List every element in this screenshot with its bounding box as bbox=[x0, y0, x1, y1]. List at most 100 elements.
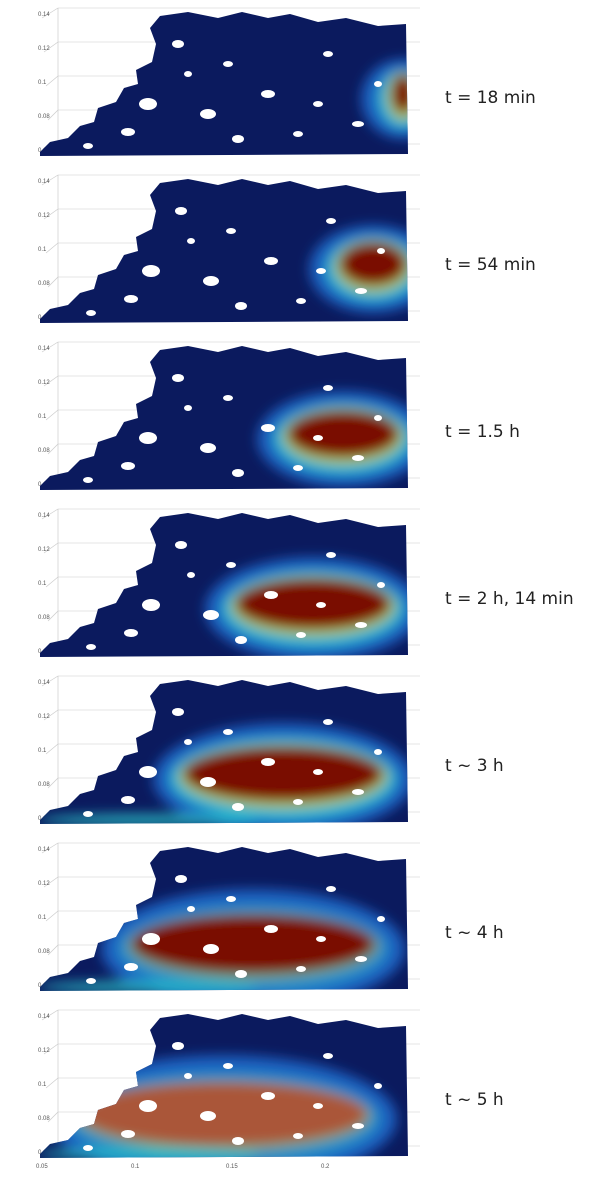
x-tick-label: 0.15 bbox=[226, 1164, 238, 1170]
pore bbox=[83, 1145, 93, 1151]
pore bbox=[139, 1100, 157, 1112]
pore bbox=[124, 629, 138, 637]
pore bbox=[142, 265, 160, 277]
y-tick-label: 0.14 bbox=[38, 1014, 50, 1020]
field-blur bbox=[205, 557, 421, 661]
pore bbox=[355, 288, 367, 294]
y-tick-label: 0.12 bbox=[38, 1048, 50, 1054]
pore bbox=[223, 729, 233, 735]
pore bbox=[226, 896, 236, 902]
pore bbox=[323, 385, 333, 391]
pore bbox=[261, 90, 275, 98]
pore bbox=[184, 739, 192, 745]
field-blur bbox=[257, 391, 429, 487]
y-tick-label: 0.14 bbox=[38, 847, 50, 853]
field-blur bbox=[309, 225, 437, 313]
pore bbox=[316, 936, 326, 942]
pore bbox=[374, 81, 382, 87]
y-tick-label: 0.14 bbox=[38, 680, 50, 686]
pore bbox=[316, 602, 326, 608]
pore bbox=[355, 956, 367, 962]
red bbox=[391, 74, 415, 114]
pore bbox=[232, 1137, 244, 1145]
base-band bbox=[38, 1148, 258, 1160]
pore bbox=[352, 789, 364, 795]
box-line bbox=[46, 744, 58, 754]
field bbox=[257, 391, 429, 487]
pore bbox=[187, 572, 195, 578]
field bbox=[38, 1055, 397, 1183]
field-blur bbox=[38, 889, 405, 1009]
pore bbox=[326, 886, 336, 892]
pore bbox=[175, 541, 187, 549]
field bbox=[309, 225, 437, 313]
box-line bbox=[46, 243, 58, 253]
field bbox=[38, 723, 413, 835]
pore bbox=[323, 1053, 333, 1059]
box-line bbox=[46, 76, 58, 86]
pore bbox=[139, 432, 157, 444]
y-tick-label: 0.12 bbox=[38, 881, 50, 887]
pore bbox=[261, 1092, 275, 1100]
pore bbox=[200, 1111, 216, 1121]
field-blur bbox=[361, 59, 445, 139]
panel: 0.140.120.10.080.10t = 18 min bbox=[38, 8, 536, 156]
y-tick-label: 0.12 bbox=[38, 547, 50, 553]
red bbox=[339, 242, 407, 286]
box-line bbox=[46, 911, 58, 921]
pore bbox=[377, 582, 385, 588]
pore bbox=[296, 966, 306, 972]
pore bbox=[121, 1130, 135, 1138]
pore bbox=[172, 1042, 184, 1050]
pore bbox=[352, 121, 364, 127]
pore bbox=[235, 636, 247, 644]
pore bbox=[121, 462, 135, 470]
pore bbox=[83, 143, 93, 149]
pore bbox=[323, 51, 333, 57]
pore bbox=[184, 1073, 192, 1079]
pore bbox=[200, 777, 216, 787]
pore bbox=[326, 552, 336, 558]
pore bbox=[313, 101, 323, 107]
y-tick-label: 0.12 bbox=[38, 46, 50, 52]
pore bbox=[352, 455, 364, 461]
time-label: t = 18 min bbox=[445, 88, 536, 108]
panel: 0.140.120.10.080.10t = 1.5 h bbox=[38, 342, 520, 490]
pore bbox=[187, 238, 195, 244]
pore bbox=[86, 644, 96, 650]
pore bbox=[200, 443, 216, 453]
pore bbox=[175, 207, 187, 215]
y-tick-label: 0.12 bbox=[38, 380, 50, 386]
pore bbox=[124, 963, 138, 971]
pore bbox=[293, 1133, 303, 1139]
field bbox=[205, 557, 421, 661]
y-tick-label: 0.1 bbox=[38, 414, 47, 420]
y-tick-label: 0.08 bbox=[38, 448, 50, 454]
y-tick-label: 0.08 bbox=[38, 782, 50, 788]
y-tick-label: 0.14 bbox=[38, 513, 50, 519]
pore bbox=[293, 799, 303, 805]
pore bbox=[377, 916, 385, 922]
y-tick-label: 0.1 bbox=[38, 915, 47, 921]
pore bbox=[172, 374, 184, 382]
pore bbox=[83, 477, 93, 483]
red bbox=[235, 578, 391, 630]
y-tick-label: 0.08 bbox=[38, 281, 50, 287]
pore bbox=[184, 71, 192, 77]
pore bbox=[232, 469, 244, 477]
y-tick-label: 0.1 bbox=[38, 247, 47, 253]
field-blur bbox=[38, 723, 413, 835]
pore bbox=[326, 218, 336, 224]
base-band bbox=[38, 981, 258, 993]
pore bbox=[139, 98, 157, 110]
pore bbox=[377, 248, 385, 254]
pore bbox=[374, 415, 382, 421]
figure: 0.140.120.10.080.10t = 18 min 0.14 0.12 0.1… bbox=[0, 0, 593, 1186]
time-label: t = 1.5 h bbox=[445, 422, 520, 442]
box-line bbox=[46, 577, 58, 587]
pore bbox=[316, 268, 326, 274]
pore bbox=[293, 465, 303, 471]
pore bbox=[323, 719, 333, 725]
pore bbox=[184, 405, 192, 411]
y-tick-label: 0.1 bbox=[38, 581, 47, 587]
